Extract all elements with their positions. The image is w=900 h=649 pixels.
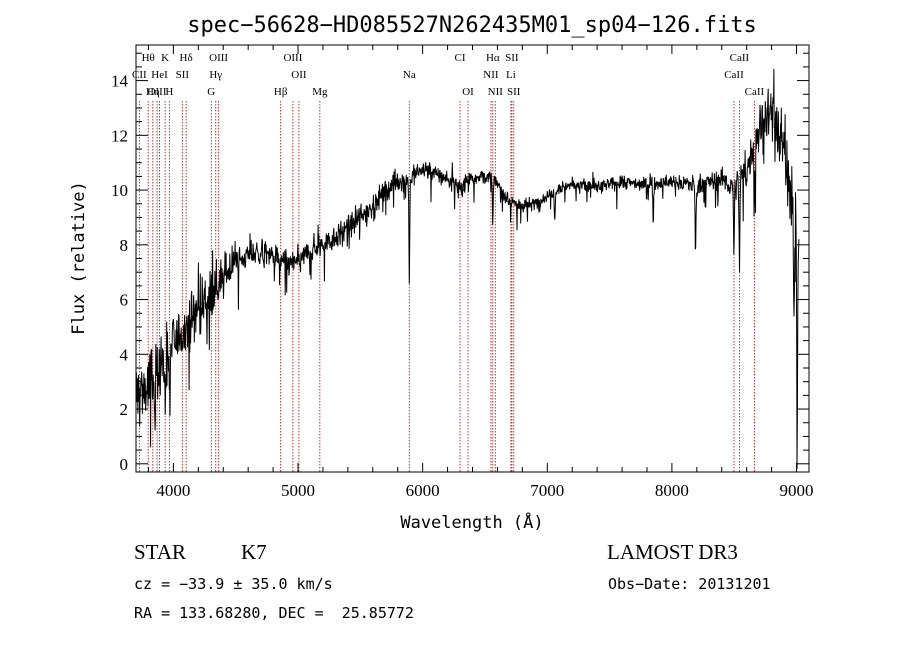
chart-title: spec−56628−HD085527N262435M01_sp04−126.f… (187, 13, 757, 38)
x-tick-label: 5000 (281, 481, 315, 500)
spectral-line-label: CI (455, 52, 466, 64)
spectral-line-label: OIII (148, 86, 167, 98)
spectral-line-label: SII (507, 86, 521, 98)
object-subclass: K7 (241, 540, 267, 564)
x-tick-label: 4000 (156, 481, 190, 500)
spectral-line-label: Hα (486, 52, 500, 64)
y-axis-label: Flux (relative) (69, 181, 89, 335)
observation-date: Obs−Date: 20131201 (608, 575, 771, 593)
y-tick-label: 2 (120, 400, 129, 419)
spectral-line-label: Hδ (180, 52, 193, 64)
spectral-line-labels: Hθ K Hδ OIII OIII CI Hα SII CaII CII HeI SII Hγ OII Na… (132, 52, 764, 98)
x-tick-label: 6000 (406, 481, 440, 500)
spectral-line-label: Hη (146, 86, 160, 98)
x-tick-label: 8000 (655, 481, 689, 500)
spectral-line-label: H (165, 86, 173, 98)
x-tick-label: 7000 (530, 481, 564, 500)
y-tick-label: 0 (120, 455, 129, 474)
spectral-line-markers (138, 101, 755, 472)
y-tick-label: 10 (111, 181, 128, 200)
spectral-line-label: CaII (724, 69, 744, 81)
spectral-line-label: SII (176, 69, 190, 81)
flux-series-line (135, 68, 800, 470)
spectral-line-label: NII (488, 86, 504, 98)
spectral-line-label: Hθ (142, 52, 155, 64)
coordinates-readout: RA = 133.68280, DEC = 25.85772 (134, 604, 414, 622)
spectral-line-label: G (207, 86, 215, 98)
spectral-line-label: Mg (312, 86, 328, 98)
y-tick-label: 12 (111, 126, 128, 145)
axis-ticks: 4000 5000 6000 7000 8000 9000 0 2 4 6 8 10 12 14 (111, 45, 814, 500)
spectral-line-label: NII (483, 69, 499, 81)
x-axis-label: Wavelength (Å) (400, 511, 543, 533)
y-tick-label: 8 (120, 236, 129, 255)
spectral-line-label: Li (506, 69, 516, 81)
y-tick-label: 14 (111, 72, 129, 91)
spectral-line-label: K (161, 52, 169, 64)
spectral-line-label: CII (132, 69, 147, 81)
x-tick-label: 9000 (780, 481, 814, 500)
spectral-line-label: CaII (730, 52, 750, 64)
spectral-line-label: Hβ (274, 86, 288, 98)
survey-name: LAMOST DR3 (607, 540, 738, 564)
spectral-line-label: SII (505, 52, 519, 64)
spectral-line-label: Na (403, 69, 416, 81)
spectral-line-label: CaII (745, 86, 765, 98)
redshift-readout: cz = −33.9 ± 35.0 km/s (134, 575, 333, 593)
spectral-line-label: OII (291, 69, 307, 81)
y-tick-label: 4 (120, 345, 129, 364)
spectral-line-label: OIII (209, 52, 228, 64)
spectral-line-label: HeI (151, 69, 168, 81)
spectral-line-label: Hγ (209, 69, 222, 81)
spectral-line-label: OIII (283, 52, 302, 64)
spectral-line-label: OI (462, 86, 474, 98)
y-tick-label: 6 (120, 291, 129, 310)
object-class: STAR (134, 540, 186, 564)
